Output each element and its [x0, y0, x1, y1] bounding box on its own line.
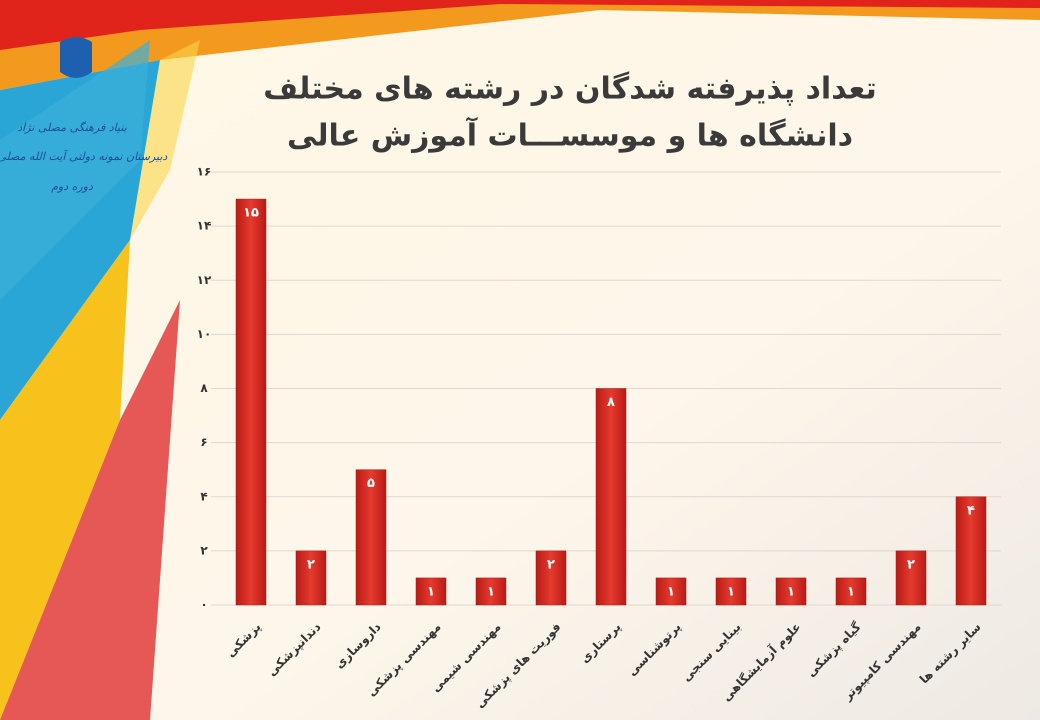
bar — [235, 198, 267, 606]
data-label: ۱ — [847, 584, 855, 599]
logo-text: بنیاد فرهنگی مصلی نژاد — [17, 121, 126, 134]
y-tick-label: ۱۶ — [197, 165, 212, 179]
bar — [955, 496, 987, 606]
data-label: ۵ — [367, 476, 375, 491]
bar — [715, 577, 747, 606]
bar — [535, 550, 567, 606]
data-label: ۱ — [667, 584, 675, 599]
bar — [895, 550, 927, 606]
y-tick-label: ۶ — [200, 435, 207, 449]
data-label: ۴ — [967, 503, 975, 518]
data-label: ۱ — [427, 584, 435, 599]
data-label: ۸ — [607, 395, 615, 410]
y-tick-label: ۲ — [200, 543, 208, 557]
y-tick-label: ۱۴ — [197, 219, 212, 233]
bar — [595, 388, 627, 606]
chart-title: دانشگاه ها و موسســـات آموزش عالی — [287, 117, 853, 154]
chart-title: تعداد پذیرفته شدگان در رشته های مختلف — [263, 71, 876, 107]
data-label: ۲ — [547, 557, 555, 572]
data-label: ۱ — [787, 584, 795, 599]
bar — [835, 577, 867, 606]
data-label: ۲ — [907, 557, 915, 572]
bar — [415, 577, 447, 606]
bar — [355, 469, 387, 606]
data-label: ۱۵ — [243, 206, 259, 221]
y-tick-label: ۴ — [200, 489, 207, 503]
logo-text: دوره دوم — [51, 180, 93, 193]
y-tick-label: ۱۲ — [197, 273, 212, 287]
bar — [475, 577, 507, 606]
logo-text: دبیرستان نمونه دولتی آیت الله مصلی نژاد — [0, 149, 167, 163]
bar — [655, 577, 687, 606]
bar — [295, 550, 327, 606]
y-tick-label: ۸ — [200, 381, 208, 395]
bar — [775, 577, 807, 606]
data-label: ۱ — [487, 584, 495, 599]
data-label: ۱ — [727, 584, 735, 599]
y-tick-label: ۰ — [200, 598, 207, 612]
y-tick-label: ۱۰ — [197, 327, 212, 341]
data-label: ۲ — [307, 557, 315, 572]
